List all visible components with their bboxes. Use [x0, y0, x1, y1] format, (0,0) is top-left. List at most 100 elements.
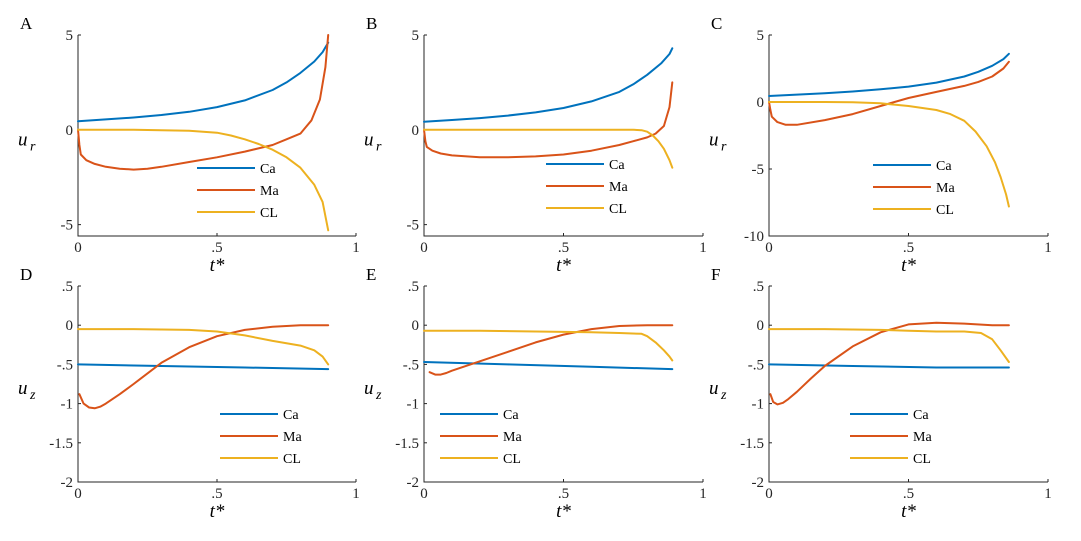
- y-tick-label: -.5: [57, 357, 73, 373]
- y-tick-label: -1.5: [49, 436, 73, 452]
- y-tick-label: 0: [412, 123, 420, 139]
- y-axis-label-subscript: r: [376, 140, 382, 155]
- legend-label-ma: Ma: [503, 430, 522, 445]
- y-tick-label: 0: [66, 318, 74, 334]
- x-tick-label: 1: [352, 240, 360, 256]
- legend-label-ca: Ca: [609, 158, 625, 173]
- legend-e: Ca Ma CL: [440, 408, 522, 467]
- legend-label-cl: CL: [503, 452, 521, 467]
- legend-c: Ca Ma CL: [873, 159, 955, 218]
- legend-a: Ca Ma CL: [197, 162, 279, 221]
- x-tick-label: 1: [1044, 486, 1052, 502]
- y-tick-label: -5: [752, 162, 765, 178]
- legend-label-cl: CL: [260, 206, 278, 221]
- series-line-ca: [768, 363, 1010, 369]
- panel-label-d: D: [20, 265, 32, 284]
- series-line-cl: [77, 328, 330, 366]
- y-tick-label: 5: [66, 28, 74, 44]
- x-tick-label: .5: [558, 486, 569, 502]
- legend-label-ca: Ca: [260, 162, 276, 177]
- y-tick-label: -1.5: [740, 436, 764, 452]
- x-axis-label: t*: [901, 501, 916, 522]
- axes-d: [77, 286, 356, 483]
- y-tick-label: 5: [757, 28, 765, 44]
- series-line-ma: [768, 60, 1010, 126]
- y-tick-label: 0: [757, 95, 765, 111]
- series-line-cl: [77, 128, 330, 232]
- y-axis-label: u: [364, 378, 374, 399]
- x-tick-label: .5: [211, 486, 222, 502]
- legend-label-cl: CL: [936, 203, 954, 218]
- legend-label-ca: Ca: [503, 408, 519, 423]
- series-line-ca: [423, 47, 674, 123]
- x-tick-label: 0: [765, 486, 773, 502]
- panel-label-c: C: [711, 14, 722, 33]
- series-line-ca: [77, 41, 330, 123]
- y-tick-label: 0: [412, 318, 420, 334]
- axes-e: [423, 286, 703, 483]
- y-axis-label-subscript: z: [720, 388, 727, 403]
- legend-label-cl: CL: [913, 452, 931, 467]
- axes-a: [77, 35, 356, 237]
- legend-f: Ca Ma CL: [850, 408, 932, 467]
- series-line-ca: [423, 361, 674, 371]
- legend-label-ma: Ma: [260, 184, 279, 199]
- series-line-cl: [423, 329, 674, 362]
- legend-label-ma: Ma: [936, 181, 955, 196]
- y-tick-label: 5: [412, 28, 420, 44]
- legend-d: Ca Ma CL: [220, 408, 302, 467]
- y-tick-label: -1: [61, 397, 74, 413]
- y-tick-label: -2: [407, 475, 420, 491]
- x-axis-label: t*: [556, 501, 571, 522]
- legend-label-ma: Ma: [283, 430, 302, 445]
- series-line-cl: [768, 328, 1010, 363]
- legend-label-cl: CL: [609, 202, 627, 217]
- x-tick-label: .5: [558, 240, 569, 256]
- chart-panel-d: D 0 .5 1 .5 0 -.5 -1 -1.5 -2 t* u z Ca Ma CL: [18, 265, 360, 522]
- x-tick-label: 1: [699, 486, 707, 502]
- axes-f: [768, 286, 1048, 483]
- series-line-ma: [423, 81, 674, 159]
- series-line-ma: [78, 324, 330, 410]
- x-tick-label: 0: [420, 240, 428, 256]
- x-axis-label: t*: [556, 255, 571, 276]
- series-line-ca: [77, 363, 330, 371]
- x-tick-label: 0: [74, 486, 82, 502]
- panel-label-b: B: [366, 14, 377, 33]
- legend-label-ca: Ca: [936, 159, 952, 174]
- series-line-cl: [768, 101, 1010, 208]
- legend-label-ca: Ca: [283, 408, 299, 423]
- y-axis-label: u: [709, 130, 719, 151]
- y-axis-label: u: [709, 378, 719, 399]
- x-tick-label: 1: [1044, 240, 1052, 256]
- y-tick-label: -2: [752, 475, 765, 491]
- x-tick-label: .5: [903, 240, 914, 256]
- y-tick-label: 0: [757, 318, 765, 334]
- legend-label-cl: CL: [283, 452, 301, 467]
- y-axis-label: u: [364, 130, 374, 151]
- y-tick-label: -1: [752, 397, 765, 413]
- x-tick-label: 1: [699, 240, 707, 256]
- y-tick-label: -.5: [748, 357, 764, 373]
- panel-label-e: E: [366, 265, 376, 284]
- series-line-cl: [423, 128, 674, 169]
- y-tick-label: .5: [753, 279, 764, 295]
- y-tick-label: -10: [744, 229, 764, 245]
- y-tick-label: -1.5: [395, 436, 419, 452]
- x-tick-label: 0: [765, 240, 773, 256]
- chart-panel-c: C 0 .5 1 5 0 -5 -10 t* u r Ca Ma CL: [709, 14, 1052, 276]
- y-tick-label: -5: [61, 218, 74, 234]
- y-tick-label: -2: [61, 475, 74, 491]
- y-tick-label: -1: [407, 397, 420, 413]
- x-axis-label: t*: [901, 255, 916, 276]
- series-line-ca: [768, 52, 1010, 97]
- legend-label-ma: Ma: [913, 430, 932, 445]
- chart-panel-e: E 0 .5 1 .5 0 -.5 -1 -1.5 -2 t* u z Ca Ma CL: [364, 265, 707, 522]
- series-line-ma: [77, 34, 330, 171]
- series-line-ma: [428, 324, 674, 376]
- legend-b: Ca Ma CL: [546, 158, 628, 217]
- y-tick-label: .5: [408, 279, 419, 295]
- x-tick-label: .5: [211, 240, 222, 256]
